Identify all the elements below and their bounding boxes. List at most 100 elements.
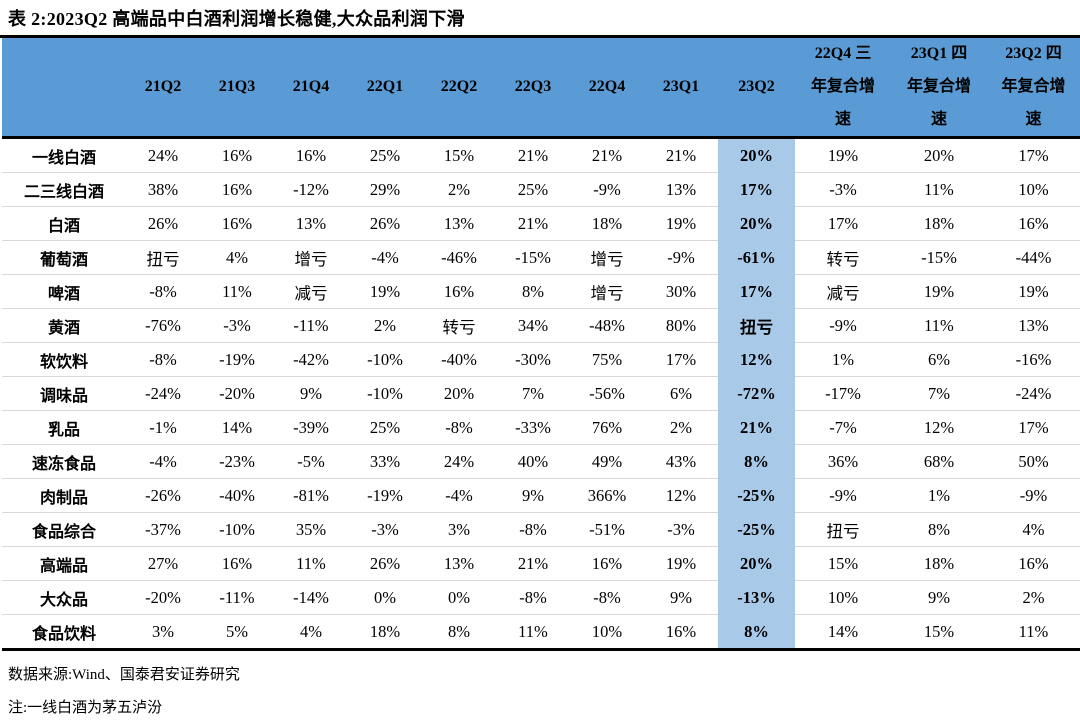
cell: 13% xyxy=(274,206,348,242)
cell: -81% xyxy=(274,478,348,514)
header-cell: 23Q2 xyxy=(718,38,795,140)
cell: 2% xyxy=(348,308,422,344)
cell: -4% xyxy=(348,240,422,276)
row-label: 调味品 xyxy=(2,376,126,412)
header-cell: 21Q3 xyxy=(200,38,274,140)
cell: 76% xyxy=(570,410,644,446)
cell: -3% xyxy=(795,172,891,208)
cell: 26% xyxy=(126,206,200,242)
cell: 扭亏 xyxy=(795,512,891,548)
cell: 17% xyxy=(987,137,1080,174)
cell: 1% xyxy=(795,342,891,378)
table-row: 肉制品 -26% -40% -81% -19% -4% 9% 366% 12% -25% -9% 1%… xyxy=(2,478,1080,514)
cell: 40% xyxy=(496,444,570,480)
cell: -19% xyxy=(200,342,274,378)
cell: 17% xyxy=(795,206,891,242)
cell: 13% xyxy=(422,206,496,242)
cell: -5% xyxy=(274,444,348,480)
cell: 14% xyxy=(200,410,274,446)
cell: 35% xyxy=(274,512,348,548)
cell-highlighted: -25% xyxy=(718,512,795,548)
cell: -9% xyxy=(570,172,644,208)
cell: 33% xyxy=(348,444,422,480)
cell: 11% xyxy=(200,274,274,310)
row-label: 速冻食品 xyxy=(2,444,126,480)
cell: 15% xyxy=(422,137,496,174)
row-label: 食品饮料 xyxy=(31,625,96,643)
cell: 15% xyxy=(795,546,891,582)
row-label: 啤酒 xyxy=(2,274,126,310)
cell: 4% xyxy=(300,621,322,641)
cell: 减亏 xyxy=(795,274,891,310)
table-body: 一线白酒 24% 16% 16% 25% 15% 21% 21% 21% 20% 19% 20% 17%… xyxy=(2,137,1080,650)
cell: -8% xyxy=(570,580,644,616)
cell: 17% xyxy=(987,410,1080,446)
cell: 3% xyxy=(422,512,496,548)
header-cell-empty xyxy=(2,38,126,140)
table-caption: 表 2:2023Q2 高端品中白酒利润增长稳健,大众品利润下滑 xyxy=(0,0,1080,38)
cell: -20% xyxy=(200,376,274,412)
cell: -48% xyxy=(570,308,644,344)
cell: 减亏 xyxy=(274,274,348,310)
cell: 12% xyxy=(891,410,987,446)
cell-highlighted: 20% xyxy=(718,206,795,242)
cell: 19% xyxy=(644,546,718,582)
cell: 7% xyxy=(891,376,987,412)
cell: 30% xyxy=(644,274,718,310)
header-cell: 23Q1 四 年复合增 速 xyxy=(891,38,987,140)
row-label: 肉制品 xyxy=(2,478,126,514)
cell: 2% xyxy=(987,580,1080,616)
cell: 16% xyxy=(200,206,274,242)
cell: 12% xyxy=(644,478,718,514)
profit-growth-table: 21Q2 21Q3 21Q4 22Q1 22Q2 22Q3 22Q4 23Q1 23Q2 22Q4… xyxy=(2,38,1080,652)
cell: 9% xyxy=(644,580,718,616)
cell: 16% xyxy=(200,137,274,174)
cell: 24% xyxy=(422,444,496,480)
cell: 8% xyxy=(891,512,987,548)
cell: 26% xyxy=(348,206,422,242)
cell: 80% xyxy=(644,308,718,344)
cell-highlighted: 8% xyxy=(718,614,795,650)
cell: -76% xyxy=(126,308,200,344)
cell: 16% xyxy=(987,546,1080,582)
table-row: 葡萄酒 扭亏 4% 增亏 -4% -46% -15% 增亏 -9% -61% 转亏 -15% -44% xyxy=(2,240,1080,276)
header-cell: 23Q1 xyxy=(644,38,718,140)
cell-highlighted: 21% xyxy=(718,410,795,446)
cell: 11% xyxy=(518,621,548,641)
cell: -11% xyxy=(200,580,274,616)
row-label: 二三线白酒 xyxy=(2,172,126,208)
header-cell: 21Q4 xyxy=(274,38,348,140)
cell: 6% xyxy=(891,342,987,378)
cell: 10% xyxy=(591,621,623,641)
cell: -46% xyxy=(422,240,496,276)
header-cell: 21Q2 xyxy=(126,38,200,140)
cell: 21% xyxy=(496,546,570,582)
cell: 4% xyxy=(200,240,274,276)
row-label: 食品综合 xyxy=(2,512,126,548)
cell: -33% xyxy=(496,410,570,446)
table-row: 食品饮料 3% 5% 4% 18% 8% 11% 10% 16% 8% 14% 15% 11% xyxy=(2,614,1080,650)
cell: 18% xyxy=(891,206,987,242)
header-cell: 22Q2 xyxy=(422,38,496,140)
cell: -7% xyxy=(795,410,891,446)
cell: 27% xyxy=(126,546,200,582)
cell: -9% xyxy=(987,478,1080,514)
cell: 13% xyxy=(422,546,496,582)
cell: -14% xyxy=(274,580,348,616)
row-label: 高端品 xyxy=(2,546,126,582)
cell: 11% xyxy=(891,172,987,208)
cell: -10% xyxy=(348,376,422,412)
cell: -40% xyxy=(200,478,274,514)
cell: -8% xyxy=(496,580,570,616)
cell: -20% xyxy=(126,580,200,616)
cell: 10% xyxy=(795,580,891,616)
cell: 9% xyxy=(891,580,987,616)
cell: 21% xyxy=(644,137,718,174)
header-cell: 22Q4 三 年复合增 速 xyxy=(795,38,891,140)
cell: 34% xyxy=(496,308,570,344)
cell: -8% xyxy=(126,342,200,378)
cell-highlighted: 8% xyxy=(718,444,795,480)
cell: 15% xyxy=(923,621,955,641)
cell: -44% xyxy=(987,240,1080,276)
header-cell: 23Q2 四 年复合增 速 xyxy=(987,38,1080,140)
